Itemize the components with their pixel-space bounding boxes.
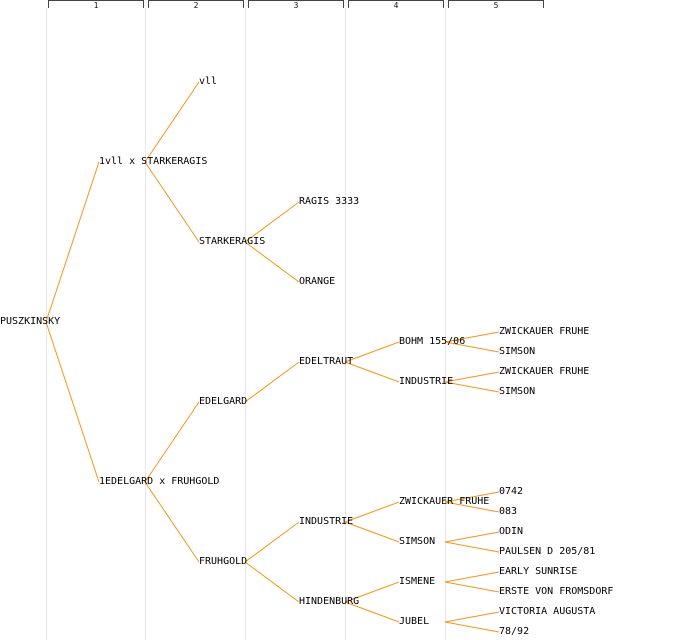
connector-n6-n11: [244, 561, 300, 603]
node-ancestor[interactable]: 78/92: [499, 626, 530, 637]
connector-n10-n14: [344, 501, 400, 523]
node-ancestor[interactable]: SIMSON: [499, 346, 536, 357]
connector-n9-n13: [344, 361, 400, 383]
generation-number: 3: [293, 1, 299, 10]
generation-divider: [345, 8, 346, 640]
node-ancestor[interactable]: EARLY SUNRISE: [499, 566, 578, 577]
connector-n5-n9: [244, 361, 300, 403]
generation-number: 4: [393, 1, 399, 10]
node-ancestor[interactable]: INDUSTRIE: [299, 516, 354, 527]
generation-header-5[interactable]: 5: [448, 0, 544, 10]
node-ancestor[interactable]: 0742: [499, 486, 524, 497]
generation-divider: [145, 8, 146, 640]
node-ancestor[interactable]: ZWICKAUER FRUHE: [399, 496, 490, 507]
node-ancestor[interactable]: ERSTE VON FROMSDORF: [499, 586, 614, 597]
node-parent-dam[interactable]: 1EDELGARD x FRUHGOLD: [99, 476, 220, 487]
connector-n11-n17: [344, 601, 400, 623]
node-ancestor[interactable]: ORANGE: [299, 276, 336, 287]
connector-n13-n21: [444, 381, 500, 393]
generation-header-1[interactable]: 1: [48, 0, 144, 10]
connector-n9-n12: [344, 341, 400, 363]
node-ancestor[interactable]: STARKERAGIS: [199, 236, 266, 247]
connector-n13-n20: [444, 371, 500, 383]
connector-n17-n28: [444, 611, 500, 623]
connector-n14-n22: [444, 491, 500, 503]
node-ancestor[interactable]: JUBEL: [399, 616, 430, 627]
connector-n16-n27: [444, 581, 500, 593]
generation-number: 5: [493, 1, 499, 10]
connector-n1-n4: [144, 161, 200, 243]
node-ancestor[interactable]: ISMENE: [399, 576, 436, 587]
connector-n2-n6: [144, 481, 200, 563]
node-ancestor[interactable]: SIMSON: [499, 386, 536, 397]
connector-n1-n3: [144, 81, 200, 163]
connector-n12-n18: [444, 331, 500, 343]
node-parent-sire[interactable]: 1vll x STARKERAGIS: [99, 156, 208, 167]
node-root[interactable]: PUSZKINSKY: [0, 316, 61, 327]
connector-n12-n19: [444, 341, 500, 353]
generation-header-2[interactable]: 2: [148, 0, 244, 10]
node-ancestor[interactable]: INDUSTRIE: [399, 376, 454, 387]
node-ancestor[interactable]: HINDENBURG: [299, 596, 360, 607]
generation-header-3[interactable]: 3: [248, 0, 344, 10]
node-ancestor[interactable]: 083: [499, 506, 518, 517]
node-ancestor[interactable]: EDELTRAUT: [299, 356, 354, 367]
connector-n10-n15: [344, 521, 400, 543]
connector-n6-n10: [244, 521, 300, 563]
node-ancestor[interactable]: FRUHGOLD: [199, 556, 248, 567]
node-ancestor[interactable]: ZWICKAUER FRUHE: [499, 366, 590, 377]
node-ancestor[interactable]: ZWICKAUER FRUHE: [499, 326, 590, 337]
connector-n4-n8: [244, 241, 300, 283]
connector-n2-n5: [144, 401, 200, 483]
connector-n4-n7: [244, 201, 300, 243]
generation-divider: [245, 8, 246, 640]
generation-number: 2: [193, 1, 199, 10]
node-ancestor[interactable]: vll: [199, 76, 218, 87]
connector-n16-n26: [444, 571, 500, 583]
node-ancestor[interactable]: EDELGARD: [199, 396, 248, 407]
node-ancestor[interactable]: ODIN: [499, 526, 524, 537]
generation-number: 1: [93, 1, 99, 10]
connector-n17-n29: [444, 621, 500, 633]
connector-n11-n16: [344, 581, 400, 603]
node-ancestor[interactable]: VICTORIA AUGUSTA: [499, 606, 596, 617]
node-ancestor[interactable]: PAULSEN D 205/81: [499, 546, 596, 557]
connector-n14-n23: [444, 501, 500, 513]
node-ancestor[interactable]: BOHM 155/06: [399, 336, 466, 347]
connector-n0-n1: [45, 161, 100, 323]
connector-n0-n2: [45, 321, 100, 483]
node-ancestor[interactable]: RAGIS 3333: [299, 196, 360, 207]
generation-divider: [445, 8, 446, 640]
connector-n15-n24: [444, 531, 500, 543]
generation-header-4[interactable]: 4: [348, 0, 444, 10]
connector-n15-n25: [444, 541, 500, 553]
node-ancestor[interactable]: SIMSON: [399, 536, 436, 547]
